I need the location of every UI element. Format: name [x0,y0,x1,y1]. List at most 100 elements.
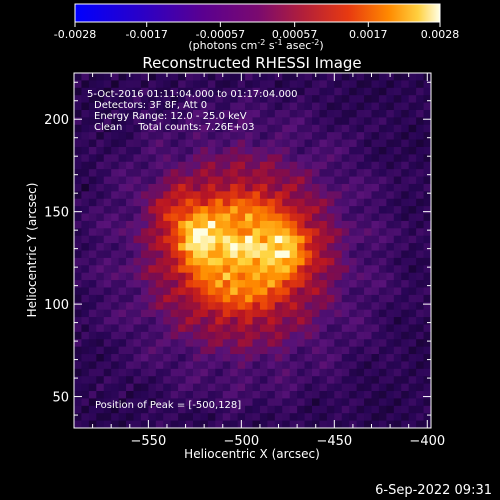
heatmap-cell [88,265,97,274]
heatmap-cell [237,95,246,103]
heatmap-cell [393,324,402,333]
heatmap-cell [289,383,298,392]
heatmap-cell [356,117,365,126]
heatmap-cell [88,132,97,140]
heatmap-cell [341,80,350,89]
heatmap-cell [274,309,283,318]
heatmap-cell [170,183,179,192]
heatmap-cell [170,398,179,407]
heatmap-cell [155,183,164,192]
x-tick-label: −500 [223,434,259,449]
heatmap-cell [185,117,194,126]
heatmap-cell [334,183,343,192]
heatmap-cell [185,198,194,207]
heatmap-cell [155,265,164,274]
heatmap-cell [245,139,253,148]
heatmap-cell [237,213,246,222]
heatmap-cell [356,132,365,140]
heatmap-cell [237,102,246,111]
heatmap-cell [74,368,82,377]
heatmap-cell [170,294,179,303]
heatmap-cell [230,80,239,89]
heatmap-cell [312,250,320,259]
heatmap-cell [222,309,231,318]
heatmap-cell [259,272,268,281]
heatmap-cell [267,213,276,222]
heatmap-cell [140,161,149,170]
heatmap-cell [200,213,209,222]
heatmap-cell [282,287,291,296]
heatmap-cell [230,391,239,399]
heatmap-cell [163,80,172,89]
heatmap-cell [185,206,194,214]
heatmap-cell [371,361,380,370]
heatmap-cell [222,368,231,377]
heatmap-cell [282,339,291,348]
heatmap-cell [185,235,194,244]
heatmap-cell [401,257,410,266]
heatmap-cell [170,376,179,385]
heatmap-cell [200,109,209,118]
heatmap-cell [289,391,298,399]
heatmap-cell [312,354,320,362]
heatmap-cell [252,124,261,133]
heatmap-cell [193,109,201,118]
heatmap-cell [185,420,194,428]
heatmap-cell [237,317,246,325]
heatmap-cell [185,183,194,192]
heatmap-cell [259,139,268,148]
heatmap-cell [163,176,172,185]
heatmap-cell [326,280,335,288]
heatmap-cell [334,272,343,281]
heatmap-cell [356,183,365,192]
heatmap-cell [416,183,424,192]
heatmap-cell [267,398,276,407]
heatmap-cell [423,80,431,89]
heatmap-cell [326,183,335,192]
heatmap-cell [103,73,112,81]
heatmap-cell [282,368,291,377]
heatmap-cell [393,139,402,148]
heatmap-cell [245,413,253,422]
heatmap-cell [386,183,395,192]
heatmap-cell [356,146,365,155]
heatmap-cell [230,176,239,185]
heatmap-cell [326,339,335,348]
heatmap-cell [349,102,358,111]
heatmap-cell [215,169,224,177]
heatmap-cell [215,124,224,133]
heatmap-cell [274,250,283,259]
heatmap-cell [200,391,209,399]
heatmap-cell [222,191,231,200]
heatmap-cell [81,324,90,333]
heatmap-cell [118,339,127,348]
heatmap-cell [140,213,149,222]
heatmap-cell [334,354,343,362]
heatmap-cell [304,391,313,399]
heatmap-cell [185,331,194,340]
heatmap-cell [282,272,291,281]
heatmap-cell [103,191,112,200]
heatmap-cell [259,117,268,126]
heatmap-cell [408,243,417,251]
heatmap-cell [148,80,157,89]
heatmap-cell [312,317,320,325]
heatmap-cell [148,250,157,259]
heatmap-cell [170,73,179,81]
heatmap-cell [282,176,291,185]
heatmap-cell [148,154,157,163]
heatmap-cell [170,361,179,370]
heatmap-cell [96,361,105,370]
heatmap-cell [133,117,142,126]
heatmap-cell [140,391,149,399]
heatmap-cell [319,302,328,311]
heatmap-cell [349,294,358,303]
heatmap-cell [245,391,253,399]
heatmap-cell [178,376,186,385]
heatmap-cell [259,302,268,311]
heatmap-cell [252,191,261,200]
heatmap-cell [364,220,372,229]
heatmap-cell [274,376,283,385]
heatmap-cell [155,324,164,333]
heatmap-cell [341,287,350,296]
